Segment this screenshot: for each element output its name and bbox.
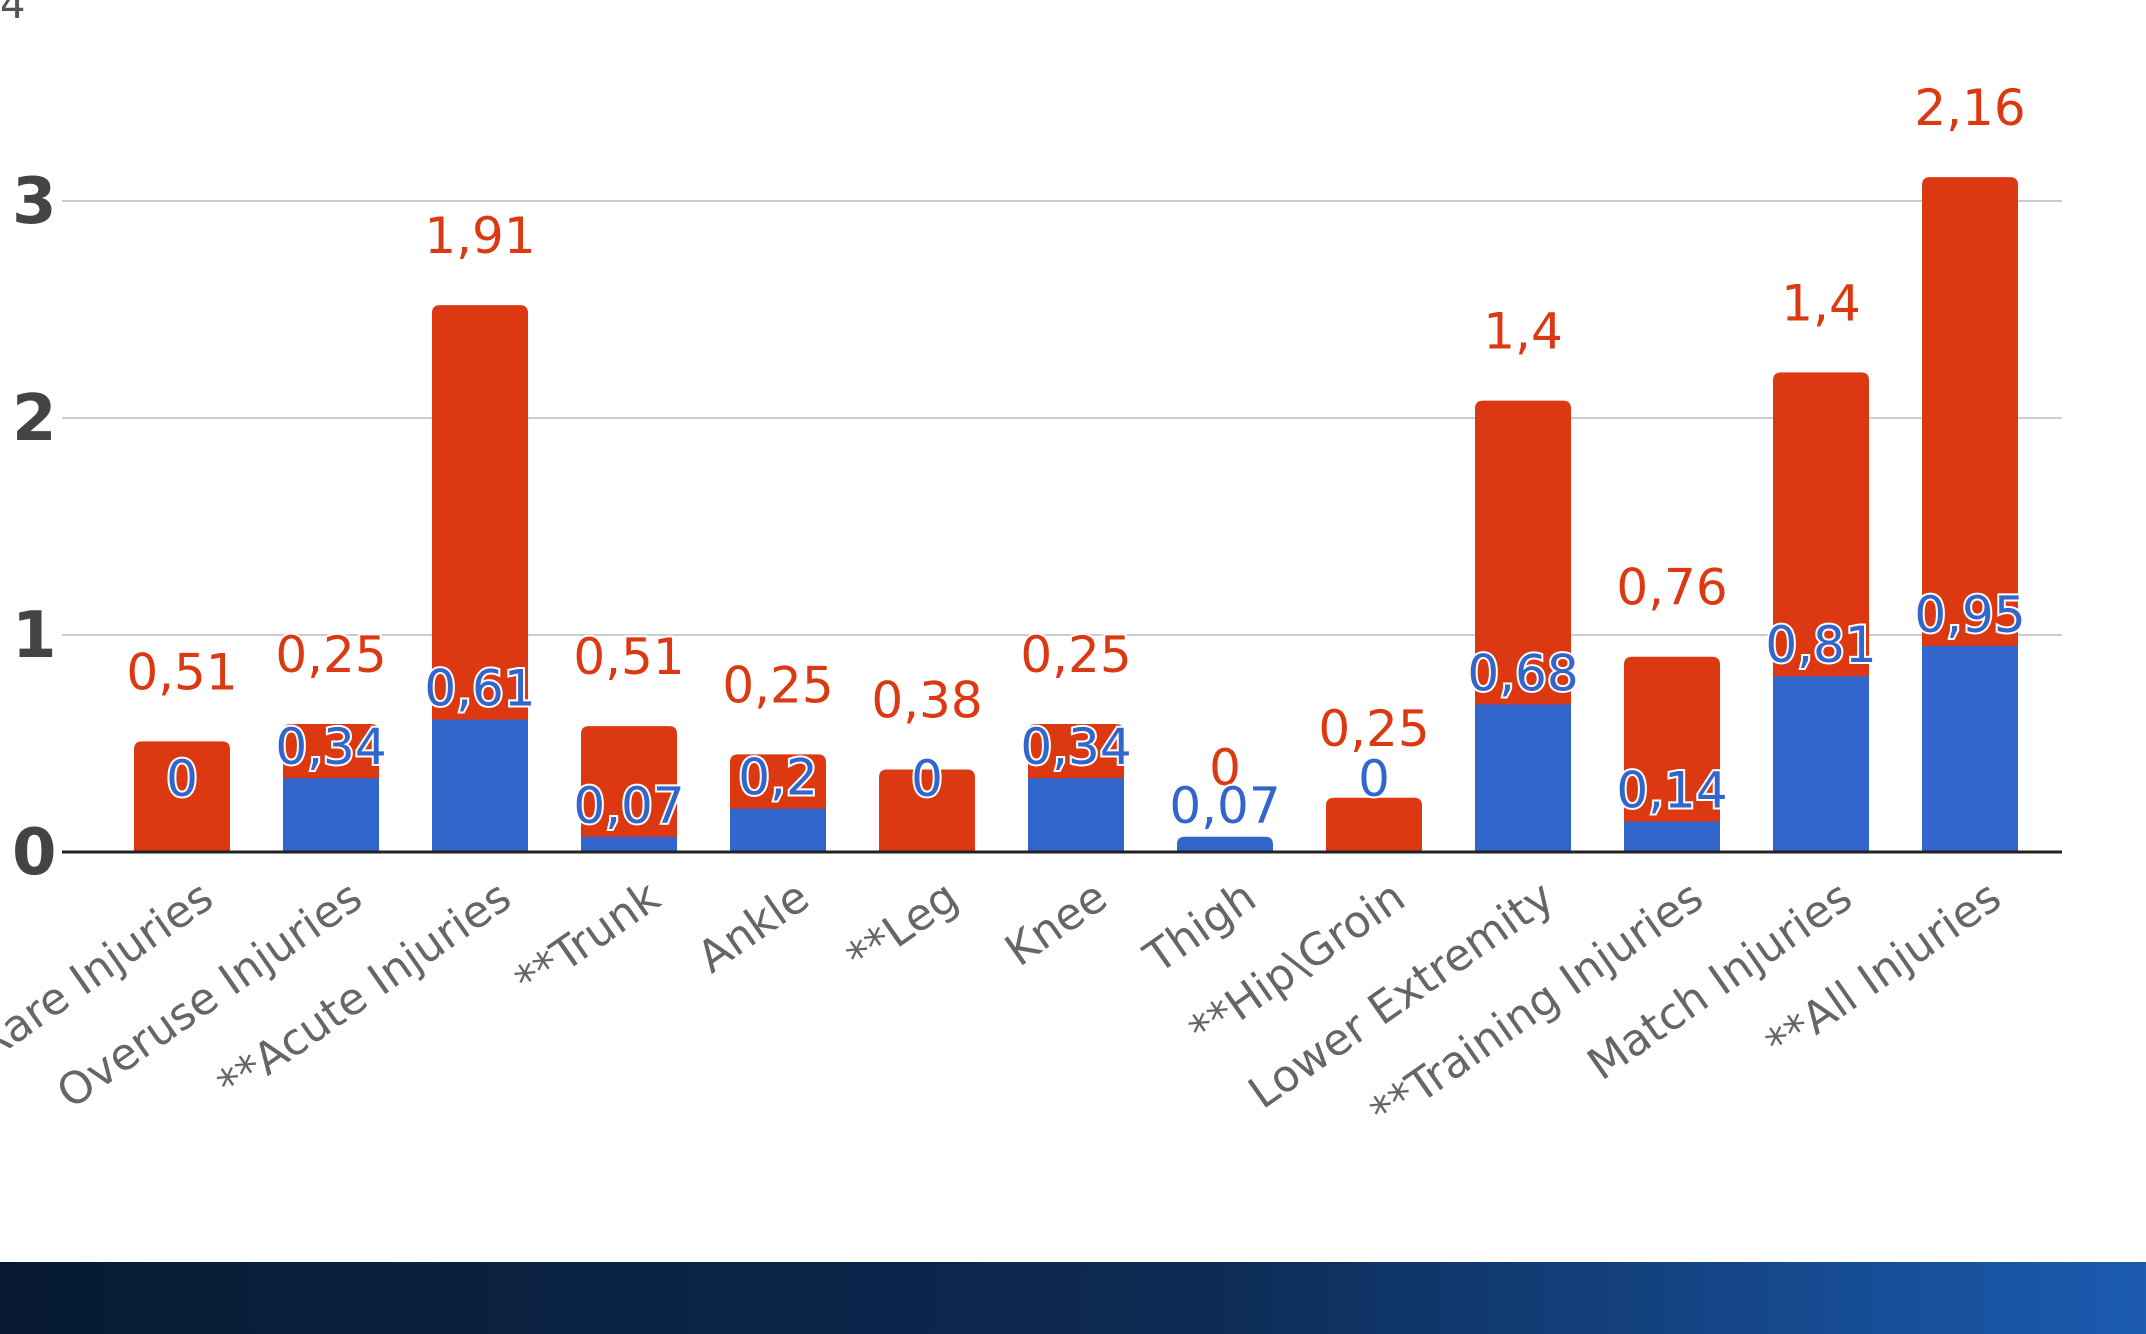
bar-blue-segment <box>581 836 677 852</box>
data-label-blue: 0 <box>166 750 198 808</box>
bar-red-segment <box>134 741 230 852</box>
data-label-red: 0,25 <box>1020 626 1131 684</box>
data-label-red: 1,91 <box>424 207 535 265</box>
clipped-axis-glyph: 4 <box>0 0 26 28</box>
data-label-red: 0,76 <box>1616 559 1727 617</box>
bar-blue-segment <box>283 778 379 852</box>
bar-blue-segment <box>1028 778 1124 852</box>
data-label-red: 0 <box>1209 739 1241 797</box>
data-label-blue: 0,2 <box>738 749 818 807</box>
data-label-red: 0,25 <box>722 656 833 714</box>
data-label-red: 2,16 <box>1914 79 2025 137</box>
bar-blue-segment <box>1773 676 1869 852</box>
data-label-red: 0,25 <box>1318 700 1429 758</box>
bar-red-segment <box>581 726 677 852</box>
bar-blue-segment <box>1475 704 1571 852</box>
data-label-blue: 0 <box>911 750 943 808</box>
y-tick-label: 0 <box>12 816 57 890</box>
data-label-red: 0,25 <box>275 626 386 684</box>
x-category-label: Match Injuries <box>1579 871 1862 1090</box>
data-label-red: 1,4 <box>1781 274 1861 332</box>
data-label-blue: 0,34 <box>1020 718 1131 776</box>
bar-blue-segment <box>1624 821 1720 852</box>
bar-blue-segment <box>432 719 528 852</box>
bar-red-segment <box>1326 797 1422 852</box>
data-label-blue: 0,14 <box>1616 762 1727 820</box>
bar-blue-segment <box>1922 645 2018 852</box>
data-label-blue: 0,07 <box>1169 777 1280 835</box>
bars <box>134 177 2018 852</box>
data-label-blue: 0,95 <box>1914 586 2025 644</box>
y-tick-label: 2 <box>12 382 57 456</box>
data-label-blue: 0,61 <box>424 660 535 718</box>
y-tick-label: 3 <box>12 165 57 239</box>
bar-red-segment <box>879 769 975 852</box>
data-label-red: 1,4 <box>1483 303 1563 361</box>
data-label-red: 0,51 <box>126 643 237 701</box>
bar-blue-segment <box>1177 836 1273 852</box>
bar-blue-segment <box>730 808 826 852</box>
x-category-label: Knee <box>996 871 1116 976</box>
footer-band <box>0 1262 2146 1334</box>
x-category-label: Thigh <box>1135 871 1266 984</box>
data-label-blue: 0,81 <box>1765 616 1876 674</box>
data-label-blue: 0,07 <box>573 777 684 835</box>
bar-red-segment <box>1624 656 1720 852</box>
data-label-blue: 0,68 <box>1467 644 1578 702</box>
gridlines <box>62 200 2062 636</box>
bar-red-segment <box>432 305 528 852</box>
data-label-blue: 0 <box>1358 750 1390 808</box>
data-label-blue: 0,34 <box>275 718 386 776</box>
x-category-label: **Trunk <box>506 871 670 1007</box>
data-label-red: 0,38 <box>871 672 982 730</box>
data-labels: 0,5100,250,341,910,610,510,070,250,20,38… <box>124 77 2027 837</box>
x-category-label: Ankle <box>688 871 818 983</box>
y-tick-label: 1 <box>12 599 57 673</box>
x-category-label: **Leg <box>838 871 968 983</box>
data-label-red: 0,51 <box>573 628 684 686</box>
